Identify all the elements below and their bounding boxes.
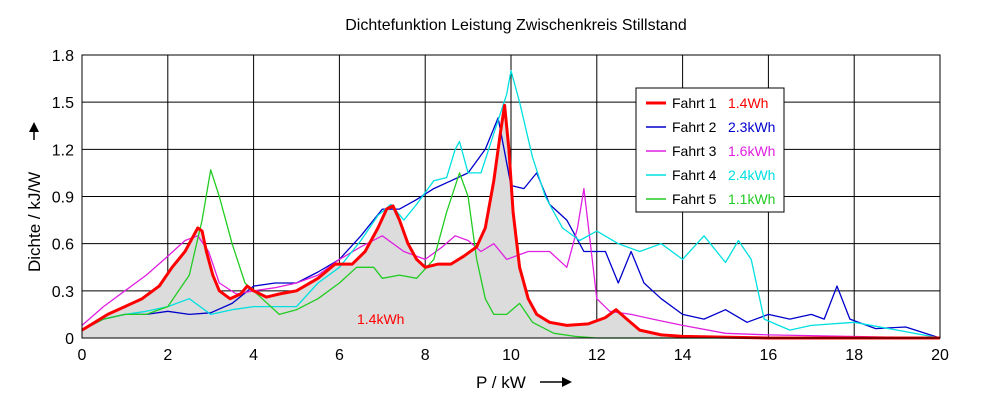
series-line-fahrt-2 [81,117,941,339]
tick-labels: 0 2 4 6 8 10 12 14 16 18 20 0 0.3 0.6 0.9 1.2 1.5 1.8 [52,48,949,364]
energy-annotation: 1.4kWh [357,311,404,327]
legend-series-energy: 2.4kWh [728,167,775,183]
x-tick-label: 12 [588,347,606,364]
x-tick-label: 20 [931,347,949,364]
y-tick-label: 1.2 [52,142,74,159]
x-tick-label: 18 [845,347,863,364]
legend-series-energy: 2.3kWh [728,119,775,135]
y-tick-label: 1.8 [52,48,74,65]
legend-series-name: Fahrt 5 [672,191,717,207]
x-tick-label: 8 [421,347,430,364]
series-line-fahrt-5 [81,169,940,339]
x-tick-label: 16 [760,347,778,364]
legend-series-name: Fahrt 2 [672,119,717,135]
y-axis-label: Dichte / kJ/W [25,172,44,272]
y-axis-arrow-icon [29,122,39,140]
legend-series-name: Fahrt 1 [672,95,717,111]
x-axis-label: P / kW [476,373,526,392]
series-line-fahrt-4 [81,70,941,339]
legend-box [635,87,785,213]
y-tick-label: 0.6 [52,237,74,254]
y-tick-label: 0.3 [52,284,74,301]
chart-title: Dichtefunktion Leistung Zwischenkreis St… [345,17,687,34]
plot-frame [81,54,941,339]
x-tick-label: 2 [163,347,172,364]
y-tick-label: 0 [65,331,74,348]
series-layer [81,70,941,340]
legend-series-name: Fahrt 4 [672,167,717,183]
legend-series-energy: 1.4Wh [728,95,768,111]
y-tick-label: 0.9 [52,190,74,207]
series-line-fahrt-1 [81,103,940,340]
x-tick-label: 4 [249,347,258,364]
legend-series-energy: 1.1kWh [728,191,775,207]
legend-series-name: Fahrt 3 [672,143,717,159]
legend: Fahrt 1 1.4Wh Fahrt 2 2.3kWh Fahrt 3 1.6kWh Fa… [635,87,785,213]
x-axis-arrow-icon [540,377,572,387]
legend-series-energy: 1.6kWh [728,143,775,159]
x-tick-label: 0 [78,347,87,364]
y-tick-label: 1.5 [52,95,74,112]
series-line-fahrt-3 [81,187,941,339]
area-fill [82,105,940,338]
x-tick-label: 6 [335,347,344,364]
fill-layer [82,105,940,338]
x-tick-label: 10 [502,347,520,364]
x-tick-label: 14 [674,347,692,364]
